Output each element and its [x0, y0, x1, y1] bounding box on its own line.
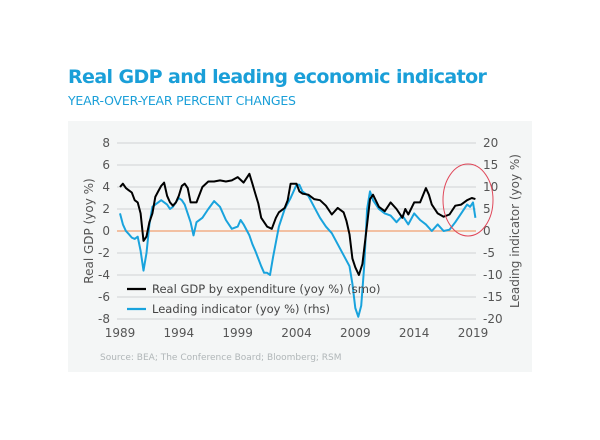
highlight-circle-annotation — [442, 163, 494, 237]
y-tick-right: -15 — [483, 290, 503, 304]
x-tick: 2004 — [281, 326, 312, 340]
y-tick-right: 10 — [483, 180, 498, 194]
x-tick: 1989 — [105, 326, 136, 340]
y-tick-left: -2 — [98, 246, 110, 260]
y-tick-left: 8 — [102, 136, 110, 150]
y-tick-left: 4 — [102, 180, 110, 194]
y-tick-right: -10 — [483, 268, 503, 282]
x-axis-ticks: 1989 1994 1999 2004 2009 2014 2019 — [105, 326, 489, 340]
chart-panel — [68, 121, 532, 372]
y-tick-left: 6 — [102, 158, 110, 172]
y-tick-left: -8 — [98, 312, 110, 326]
y-tick-left: 2 — [102, 202, 110, 216]
y-tick-right: 5 — [483, 202, 491, 216]
y-axis-left-ticks: 8 6 4 2 0 -2 -4 -6 -8 — [98, 136, 110, 326]
y-tick-right: 0 — [483, 224, 491, 238]
x-tick: 1999 — [222, 326, 253, 340]
x-tick: 2019 — [458, 326, 489, 340]
y-axis-right-ticks: 20 15 10 5 0 -5 -10 -15 -20 — [483, 136, 503, 326]
series-line-real-gdp — [119, 172, 476, 276]
y-tick-right: -20 — [483, 312, 503, 326]
y-tick-right: 20 — [483, 136, 498, 150]
chart-subtitle: YEAR-OVER-YEAR PERCENT CHANGES — [68, 93, 296, 108]
series-line-leading-indicator — [119, 183, 477, 318]
source-note: Source: BEA; The Conference Board; Bloom… — [100, 353, 342, 363]
legend: Real GDP by expenditure (yoy %) (smo) Le… — [127, 282, 380, 316]
y-axis-left-label: Real GDP (yoy %) — [82, 178, 96, 283]
y-tick-left: 0 — [102, 224, 110, 238]
legend-label-gdp: Real GDP by expenditure (yoy %) (smo) — [152, 282, 380, 296]
x-tick: 2014 — [399, 326, 430, 340]
y-axis-right-label: Leading indicator (yoy %) — [508, 154, 522, 308]
x-tick: 2009 — [340, 326, 371, 340]
x-tick: 1994 — [164, 326, 195, 340]
y-tick-left: -4 — [98, 268, 110, 282]
chart-title: Real GDP and leading economic indicator — [68, 66, 487, 88]
y-tick-right: 15 — [483, 158, 498, 172]
legend-label-leading: Leading indicator (yoy %) (rhs) — [152, 302, 330, 316]
y-tick-right: -5 — [483, 246, 495, 260]
y-tick-left: -6 — [98, 290, 110, 304]
